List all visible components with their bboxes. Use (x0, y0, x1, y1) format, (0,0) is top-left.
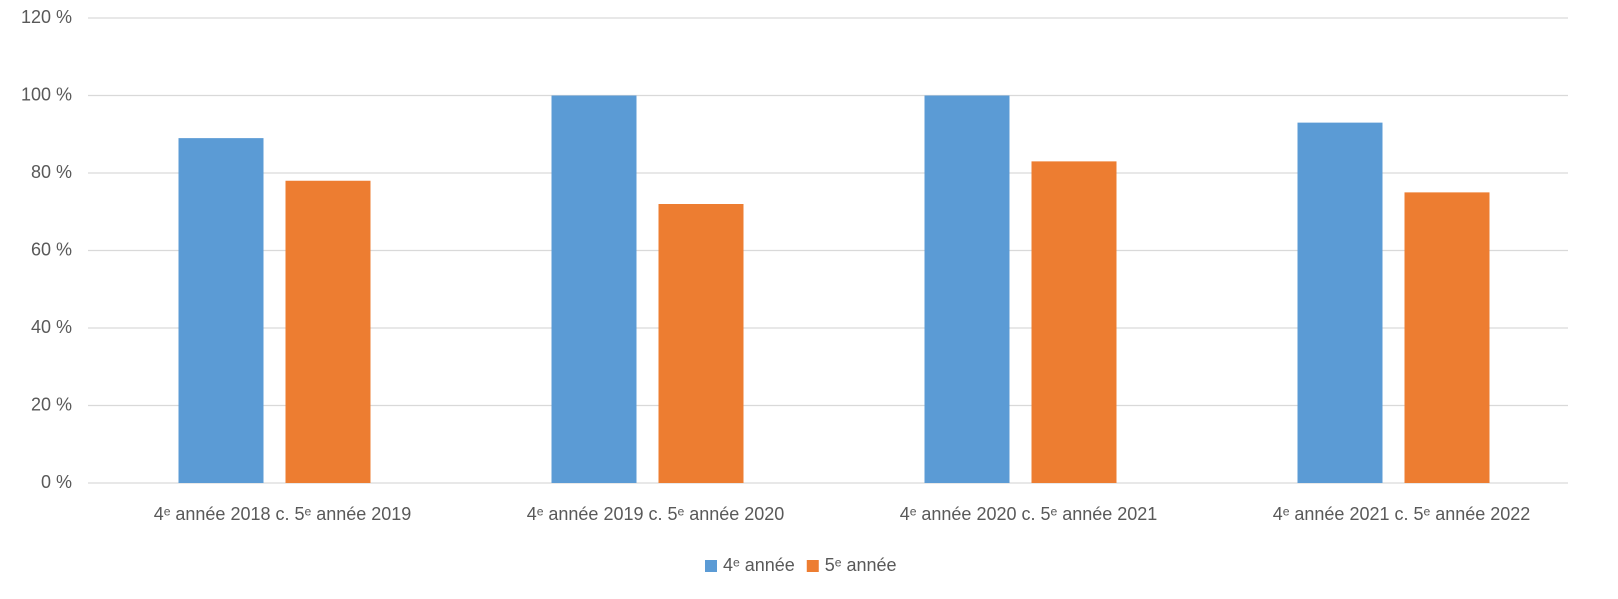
y-tick-label: 60 % (31, 239, 72, 259)
y-tick-label: 100 % (21, 84, 72, 104)
x-tick-label: 4ᵉ année 2021 c. 5ᵉ année 2022 (1273, 504, 1531, 524)
legend-label: 4ᵉ année (723, 555, 795, 575)
bar (1404, 192, 1490, 483)
x-tick-label: 4ᵉ année 2018 c. 5ᵉ année 2019 (154, 504, 412, 524)
y-tick-label: 0 % (41, 472, 72, 492)
x-tick-label: 4ᵉ année 2019 c. 5ᵉ année 2020 (527, 504, 785, 524)
legend-swatch (705, 560, 717, 572)
bar (1031, 161, 1117, 483)
y-tick-label: 20 % (31, 394, 72, 414)
legend-swatch (806, 560, 819, 572)
bar (658, 204, 744, 483)
bar (285, 180, 371, 483)
x-tick-label: 4ᵉ année 2020 c. 5ᵉ année 2021 (900, 504, 1158, 524)
legend-label: 5ᵉ année (825, 555, 897, 575)
y-tick-label: 40 % (31, 317, 72, 337)
y-tick-label: 120 % (21, 7, 72, 27)
bar (1297, 122, 1383, 483)
bar (924, 95, 1010, 483)
bar (551, 95, 637, 483)
bar (178, 138, 264, 483)
y-tick-label: 80 % (31, 162, 72, 182)
